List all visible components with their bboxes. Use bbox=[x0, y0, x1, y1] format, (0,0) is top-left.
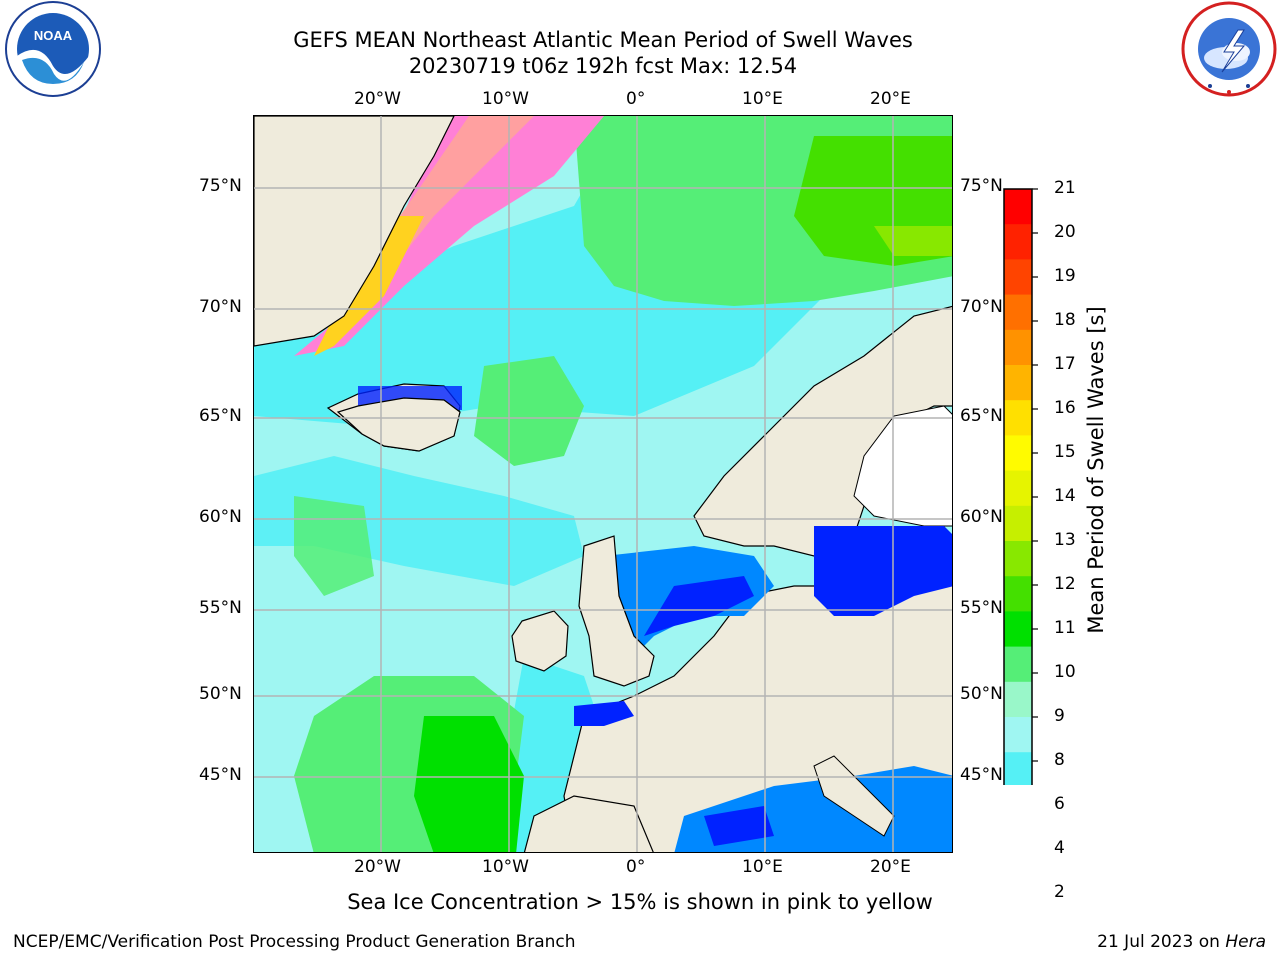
colorbar-tick-label: 13 bbox=[1054, 530, 1076, 550]
colorbar-segment bbox=[1004, 470, 1032, 507]
colorbar-segment bbox=[1004, 329, 1032, 366]
lon-label-bottom: 0° bbox=[626, 857, 646, 877]
colorbar-tick-label: 14 bbox=[1054, 486, 1076, 506]
lat-label-left: 50°N bbox=[199, 684, 242, 704]
lat-label-left: 75°N bbox=[199, 176, 242, 196]
colorbar bbox=[1000, 185, 1050, 919]
colorbar-tick-label: 16 bbox=[1054, 398, 1076, 418]
colorbar-tick-label: 19 bbox=[1054, 266, 1076, 286]
lat-label-right: 65°N bbox=[960, 406, 1003, 426]
colorbar-segment bbox=[1004, 435, 1032, 472]
colorbar-segment bbox=[1004, 189, 1032, 225]
colorbar-tick-label: 10 bbox=[1054, 662, 1076, 682]
map-title: GEFS MEAN Northeast Atlantic Mean Period… bbox=[293, 28, 913, 52]
colorbar-segment bbox=[1004, 365, 1032, 401]
colorbar-segment bbox=[1004, 646, 1032, 683]
lat-label-left: 60°N bbox=[199, 507, 242, 527]
lon-label-top: 20°E bbox=[870, 89, 911, 109]
colorbar-segment bbox=[1004, 294, 1032, 331]
credit-right: 21 Jul 2023 on Hera bbox=[1097, 932, 1266, 952]
colorbar-tick-label: 20 bbox=[1054, 222, 1076, 242]
lat-label-left: 45°N bbox=[199, 765, 242, 785]
colorbar-tick-label: 2 bbox=[1054, 882, 1065, 902]
colorbar-tick-label: 21 bbox=[1054, 178, 1076, 198]
lon-label-top: 20°W bbox=[354, 89, 401, 109]
colorbar-segment bbox=[1004, 224, 1032, 260]
noaa-logo-text: NOAA bbox=[34, 28, 73, 43]
map-gridlines bbox=[254, 116, 952, 852]
colorbar-segment bbox=[1004, 541, 1032, 577]
lon-label-bottom: 10°W bbox=[482, 857, 529, 877]
credit-left: NCEP/EMC/Verification Post Processing Pr… bbox=[13, 932, 576, 952]
credit-host: Hera bbox=[1225, 932, 1266, 952]
colorbar-segment bbox=[1004, 681, 1032, 718]
colorbar-tick-label: 15 bbox=[1054, 442, 1076, 462]
colorbar-tick-label: 18 bbox=[1054, 310, 1076, 330]
swell-period-map bbox=[253, 115, 953, 853]
lat-label-right: 55°N bbox=[960, 598, 1003, 618]
colorbar-tick-label: 4 bbox=[1054, 838, 1065, 858]
credit-date: 21 Jul 2023 on bbox=[1097, 932, 1220, 952]
colorbar-segment bbox=[1004, 505, 1032, 542]
lat-label-left: 70°N bbox=[199, 297, 242, 317]
colorbar-tick-label: 6 bbox=[1054, 794, 1065, 814]
lon-label-top: 0° bbox=[626, 89, 646, 109]
lat-label-left: 65°N bbox=[199, 406, 242, 426]
nws-logo bbox=[1180, 0, 1278, 98]
colorbar-tick-label: 11 bbox=[1054, 618, 1076, 638]
colorbar-segment bbox=[1004, 259, 1032, 296]
lat-label-right: 50°N bbox=[960, 684, 1003, 704]
lon-label-bottom: 20°E bbox=[870, 857, 911, 877]
colorbar-segment bbox=[1004, 611, 1032, 648]
lat-label-right: 60°N bbox=[960, 507, 1003, 527]
colorbar-title: Mean Period of Swell Waves [s] bbox=[1084, 306, 1108, 634]
colorbar-segment bbox=[1004, 717, 1032, 753]
colorbar-tick-label: 17 bbox=[1054, 354, 1076, 374]
noaa-logo: NOAA bbox=[0, 0, 106, 98]
lat-label-right: 70°N bbox=[960, 297, 1003, 317]
colorbar-tick-label: 9 bbox=[1054, 706, 1065, 726]
lon-label-bottom: 20°W bbox=[354, 857, 401, 877]
lat-label-right: 45°N bbox=[960, 765, 1003, 785]
map-subtitle: 20230719 t06z 192h fcst Max: 12.54 bbox=[408, 54, 798, 78]
lon-label-top: 10°W bbox=[482, 89, 529, 109]
sea-ice-note: Sea Ice Concentration > 15% is shown in … bbox=[347, 890, 933, 914]
lon-label-top: 10°E bbox=[742, 89, 783, 109]
colorbar-segment bbox=[1004, 400, 1032, 436]
colorbar-segment bbox=[1004, 752, 1032, 788]
colorbar-tick-label: 8 bbox=[1054, 750, 1065, 770]
lon-label-bottom: 10°E bbox=[742, 857, 783, 877]
colorbar-segment bbox=[1004, 576, 1032, 612]
colorbar-tick-label: 12 bbox=[1054, 574, 1076, 594]
lat-label-right: 75°N bbox=[960, 176, 1003, 196]
lat-label-left: 55°N bbox=[199, 598, 242, 618]
